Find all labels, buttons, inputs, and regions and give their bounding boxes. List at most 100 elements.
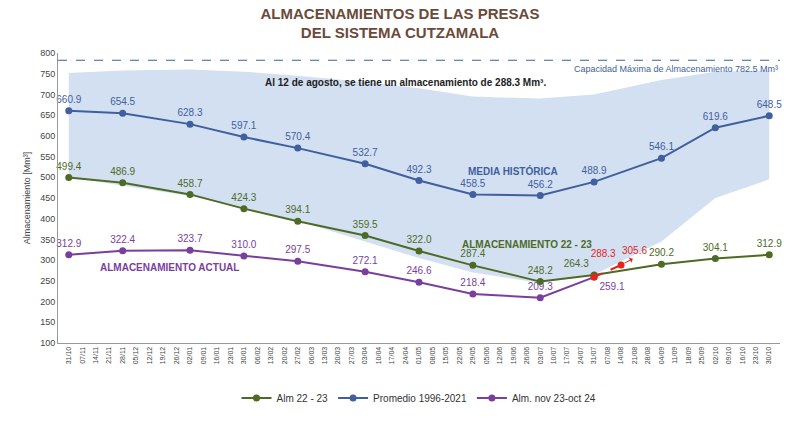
svg-text:01/05: 01/05 [415, 347, 422, 365]
svg-text:21/08: 21/08 [631, 347, 638, 365]
svg-text:532.7: 532.7 [353, 147, 378, 158]
svg-text:Promedio 1996-2021: Promedio 1996-2021 [373, 393, 467, 404]
svg-text:09/10: 09/10 [725, 347, 732, 365]
svg-text:27/02: 27/02 [294, 347, 301, 365]
svg-text:25/09: 25/09 [698, 347, 705, 365]
svg-text:ALMACENAMIENTO 22 - 23: ALMACENAMIENTO 22 - 23 [462, 239, 592, 250]
svg-text:07/08: 07/08 [604, 347, 611, 365]
svg-text:209.3: 209.3 [528, 281, 553, 292]
svg-text:648.5: 648.5 [757, 99, 782, 110]
svg-text:24/07: 24/07 [577, 347, 584, 365]
svg-text:17/04: 17/04 [388, 347, 395, 365]
svg-text:ALMACENAMIENTO ACTUAL: ALMACENAMIENTO ACTUAL [100, 262, 239, 273]
svg-text:297.5: 297.5 [285, 244, 310, 255]
svg-text:394.1: 394.1 [285, 204, 310, 215]
svg-text:02/01: 02/01 [186, 347, 193, 365]
svg-text:26/06: 26/06 [523, 347, 530, 365]
svg-text:03/07: 03/07 [537, 347, 544, 365]
svg-text:312.9: 312.9 [757, 238, 782, 249]
svg-text:04/09: 04/09 [658, 347, 665, 365]
svg-text:259.1: 259.1 [599, 281, 624, 292]
svg-text:18/09: 18/09 [685, 347, 692, 365]
svg-text:31/10: 31/10 [65, 347, 72, 365]
svg-text:26/12: 26/12 [173, 347, 180, 365]
svg-text:100: 100 [40, 338, 55, 348]
svg-text:29/05: 29/05 [469, 347, 476, 365]
svg-text:30/10: 30/10 [765, 347, 772, 365]
svg-text:800: 800 [40, 48, 55, 58]
svg-text:05/06: 05/06 [483, 347, 490, 365]
svg-text:597.1: 597.1 [231, 120, 256, 131]
svg-text:23/01: 23/01 [227, 347, 234, 365]
svg-text:06/02: 06/02 [254, 347, 261, 365]
svg-text:458.7: 458.7 [177, 178, 202, 189]
svg-text:19/12: 19/12 [159, 347, 166, 365]
svg-text:Almacenamiento [Mm³]: Almacenamiento [Mm³] [22, 152, 32, 245]
svg-text:322.4: 322.4 [110, 234, 135, 245]
svg-text:750: 750 [40, 69, 55, 79]
svg-text:20/02: 20/02 [281, 347, 288, 365]
svg-text:290.2: 290.2 [649, 247, 674, 258]
svg-text:17/07: 17/07 [563, 347, 570, 365]
svg-text:312.9: 312.9 [56, 238, 81, 249]
svg-text:02/10: 02/10 [712, 347, 719, 365]
svg-text:14/08: 14/08 [617, 347, 624, 365]
svg-text:359.5: 359.5 [353, 219, 378, 230]
svg-text:03/04: 03/04 [361, 347, 368, 365]
svg-text:619.6: 619.6 [703, 111, 728, 122]
svg-text:21/11: 21/11 [105, 347, 112, 364]
svg-text:304.1: 304.1 [703, 242, 728, 253]
svg-text:200: 200 [40, 297, 55, 307]
svg-text:654.5: 654.5 [110, 96, 135, 107]
svg-text:22/05: 22/05 [456, 347, 463, 365]
svg-text:06/03: 06/03 [308, 347, 315, 365]
svg-text:28/08: 28/08 [644, 347, 651, 365]
svg-text:456.2: 456.2 [528, 179, 553, 190]
svg-text:Capacidad Máxima de Almacenami: Capacidad Máxima de Almacenamiento 782.5… [574, 64, 778, 74]
svg-text:650: 650 [40, 110, 55, 120]
svg-text:23/10: 23/10 [752, 347, 759, 365]
svg-text:628.3: 628.3 [177, 107, 202, 118]
svg-text:248.2: 248.2 [528, 265, 553, 276]
svg-text:05/12: 05/12 [132, 347, 139, 365]
svg-text:Al 12 de agosto, se tiene un a: Al 12 de agosto, se tiene un almacenamie… [265, 77, 546, 88]
svg-text:14/11: 14/11 [92, 347, 99, 364]
svg-text:16/10: 16/10 [739, 347, 746, 365]
svg-text:350: 350 [40, 235, 55, 245]
svg-text:546.1: 546.1 [649, 141, 674, 152]
svg-text:11/09: 11/09 [671, 347, 678, 364]
svg-text:424.3: 424.3 [231, 192, 256, 203]
svg-text:550: 550 [40, 152, 55, 162]
svg-text:24/04: 24/04 [402, 347, 409, 365]
svg-text:30/01: 30/01 [240, 347, 247, 365]
svg-text:15/05: 15/05 [442, 347, 449, 365]
svg-text:12/06: 12/06 [496, 347, 503, 365]
svg-text:305.6: 305.6 [622, 245, 647, 256]
svg-text:300: 300 [40, 255, 55, 265]
svg-text:450: 450 [40, 193, 55, 203]
svg-text:Alm. nov 23-oct 24: Alm. nov 23-oct 24 [512, 393, 596, 404]
svg-text:660.9: 660.9 [56, 94, 81, 105]
svg-text:400: 400 [40, 214, 55, 224]
svg-text:250: 250 [40, 276, 55, 286]
svg-text:322.0: 322.0 [406, 234, 431, 245]
svg-text:488.9: 488.9 [582, 165, 607, 176]
svg-text:492.3: 492.3 [406, 164, 431, 175]
svg-text:272.1: 272.1 [353, 255, 378, 266]
svg-text:287.4: 287.4 [460, 248, 485, 259]
svg-text:MEDIA HISTÓRICA: MEDIA HISTÓRICA [468, 165, 558, 177]
svg-text:28/11: 28/11 [119, 347, 126, 364]
svg-text:16/01: 16/01 [213, 347, 220, 365]
svg-text:ALMACENAMIENTOS DE LAS PRESASD: ALMACENAMIENTOS DE LAS PRESASDEL SISTEMA… [261, 5, 540, 42]
svg-text:12/12: 12/12 [146, 347, 153, 365]
svg-text:323.7: 323.7 [177, 233, 202, 244]
svg-text:Alm 22 - 23: Alm 22 - 23 [277, 393, 329, 404]
svg-text:13/02: 13/02 [267, 347, 274, 365]
svg-text:31/07: 31/07 [590, 347, 597, 365]
svg-text:19/06: 19/06 [510, 347, 517, 365]
svg-text:10/04: 10/04 [375, 347, 382, 365]
svg-text:20/03: 20/03 [334, 347, 341, 365]
svg-text:218.4: 218.4 [460, 277, 485, 288]
svg-text:499.4: 499.4 [56, 161, 81, 172]
svg-text:07/11: 07/11 [79, 347, 86, 364]
